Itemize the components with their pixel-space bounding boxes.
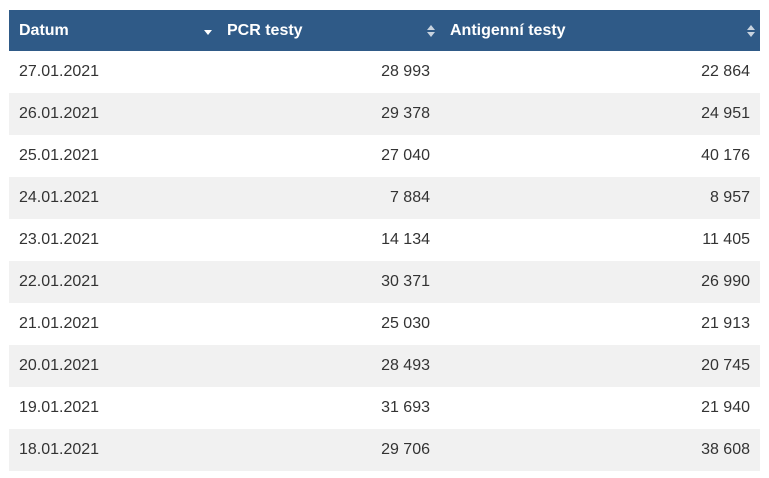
cell-antigen: 38 608 xyxy=(701,441,750,458)
cell-pcr: 30 371 xyxy=(381,273,430,290)
header-row: Datum PCR testy xyxy=(9,10,760,51)
column-header-label: PCR testy xyxy=(227,21,303,39)
cell-antigen: 20 745 xyxy=(701,357,750,374)
data-table-container: Datum PCR testy xyxy=(9,10,760,471)
cell-antigen: 22 864 xyxy=(701,63,750,80)
cell-antigen: 8 957 xyxy=(709,189,750,206)
table-row: 24.01.2021 7 884 8 957 xyxy=(9,177,760,219)
cell-antigen: 21 913 xyxy=(701,315,750,332)
cell-pcr: 27 040 xyxy=(381,147,430,164)
cell-date: 24.01.2021 xyxy=(19,189,100,206)
cell-date: 23.01.2021 xyxy=(19,231,100,248)
table-row: 18.01.2021 29 706 38 608 xyxy=(9,429,760,471)
table-row: 22.01.2021 30 371 26 990 xyxy=(9,261,760,303)
column-header-antigen[interactable]: Antigenní testy xyxy=(440,10,760,51)
cell-antigen: 40 176 xyxy=(701,147,750,164)
cell-date: 27.01.2021 xyxy=(19,63,100,80)
table-row: 25.01.2021 27 040 40 176 xyxy=(9,135,760,177)
cell-pcr: 25 030 xyxy=(381,315,430,332)
table-body: 27.01.2021 28 993 22 864 26.01.2021 29 378 24… xyxy=(9,51,760,471)
table-row: 19.01.2021 31 693 21 940 xyxy=(9,387,760,429)
table-row: 21.01.2021 25 030 21 913 xyxy=(9,303,760,345)
cell-date: 21.01.2021 xyxy=(19,315,100,332)
sort-both-icon xyxy=(426,24,436,38)
tests-table: Datum PCR testy xyxy=(9,10,760,471)
cell-pcr: 7 884 xyxy=(389,189,430,206)
cell-antigen: 24 951 xyxy=(701,105,750,122)
sort-both-icon xyxy=(746,24,756,38)
table-row: 27.01.2021 28 993 22 864 xyxy=(9,51,760,93)
sort-descending-icon xyxy=(203,24,213,38)
cell-pcr: 31 693 xyxy=(381,399,430,416)
table-row: 26.01.2021 29 378 24 951 xyxy=(9,93,760,135)
table-header: Datum PCR testy xyxy=(9,10,760,51)
column-header-label: Datum xyxy=(19,21,69,39)
cell-antigen: 21 940 xyxy=(701,399,750,416)
cell-date: 26.01.2021 xyxy=(19,105,100,122)
cell-pcr: 28 493 xyxy=(381,357,430,374)
cell-antigen: 11 405 xyxy=(702,231,750,248)
cell-pcr: 28 993 xyxy=(381,63,430,80)
column-header-label: Antigenní testy xyxy=(450,21,566,39)
cell-date: 25.01.2021 xyxy=(19,147,100,164)
column-header-pcr[interactable]: PCR testy xyxy=(217,10,440,51)
cell-pcr: 14 134 xyxy=(381,231,430,248)
cell-pcr: 29 378 xyxy=(381,105,430,122)
cell-antigen: 26 990 xyxy=(701,273,750,290)
cell-date: 20.01.2021 xyxy=(19,357,100,374)
cell-date: 18.01.2021 xyxy=(19,441,100,458)
table-row: 20.01.2021 28 493 20 745 xyxy=(9,345,760,387)
table-row: 23.01.2021 14 134 11 405 xyxy=(9,219,760,261)
column-header-date[interactable]: Datum xyxy=(9,10,217,51)
cell-date: 19.01.2021 xyxy=(19,399,100,416)
cell-date: 22.01.2021 xyxy=(19,273,100,290)
cell-pcr: 29 706 xyxy=(381,441,430,458)
